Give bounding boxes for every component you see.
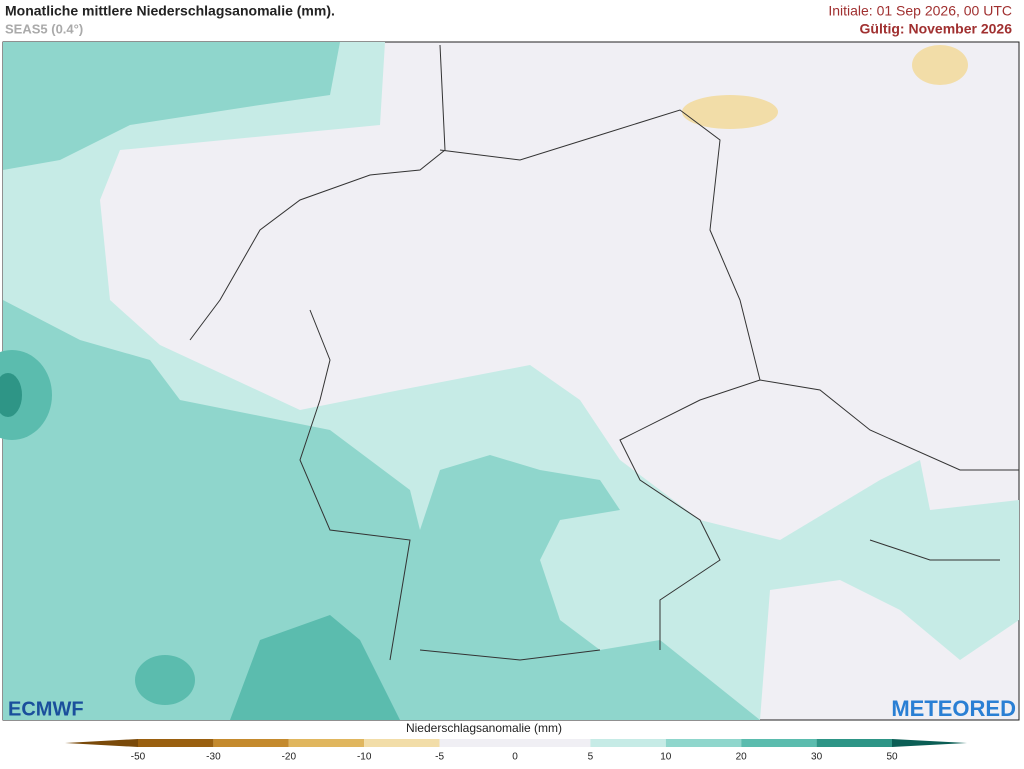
- logo: METEORED: [891, 696, 1016, 721]
- colorbar-tick-label: -5: [435, 752, 444, 763]
- colorbar-tick-label: 20: [736, 752, 748, 763]
- legend-title: Niederschlagsanomalie (mm): [406, 721, 562, 735]
- anomaly-area: [3, 42, 340, 170]
- colorbar: -50 -30 -20 -10 -5 0 5 10 20 30 50: [65, 739, 967, 763]
- colorbar-segment: [665, 739, 742, 747]
- valid-time: Gültig: November 2026: [860, 21, 1013, 37]
- border-line: [189, 44, 1019, 661]
- colorbar-segment: [213, 739, 289, 747]
- colorbar-tick-label: 5: [588, 752, 594, 763]
- colorbar-tick-label: 50: [886, 752, 898, 763]
- colorbar-segment: [515, 739, 591, 747]
- anomaly-area: [912, 45, 968, 85]
- colorbar-arrow: [892, 739, 967, 747]
- colorbar-tick-label: -10: [357, 752, 372, 763]
- colorbar-segment: [288, 739, 365, 747]
- logo: ECMWF: [8, 698, 84, 720]
- subtitle: SEAS5 (0.4°): [5, 21, 83, 36]
- colorbar-tick-label: 10: [660, 752, 672, 763]
- colorbar-tick-label: 30: [811, 752, 823, 763]
- colorbar-segment: [138, 739, 214, 747]
- colorbar-tick-label: -20: [282, 752, 297, 763]
- colorbar-tick-label: 0: [512, 752, 518, 763]
- init-time: Initiale: 01 Sep 2026, 00 UTC: [828, 3, 1012, 19]
- colorbar-segment: [816, 739, 892, 747]
- anomaly-area: [230, 615, 400, 720]
- anomaly-area: [0, 350, 52, 440]
- colorbar-arrow: [65, 739, 138, 747]
- colorbar-tick-label: -50: [131, 752, 146, 763]
- colorbar-tick-label: -30: [206, 752, 221, 763]
- anomaly-area: [0, 373, 22, 417]
- colorbar-segment: [364, 739, 440, 747]
- colorbar-segment: [590, 739, 666, 747]
- map: [0, 41, 1020, 721]
- anomaly-area: [135, 655, 195, 705]
- colorbar-segment: [741, 739, 817, 747]
- anomaly-area: [3, 300, 760, 720]
- colorbar-segment: [439, 739, 515, 747]
- anomaly-area: [682, 95, 778, 129]
- title: Monatliche mittlere Niederschlagsanomali…: [5, 3, 335, 19]
